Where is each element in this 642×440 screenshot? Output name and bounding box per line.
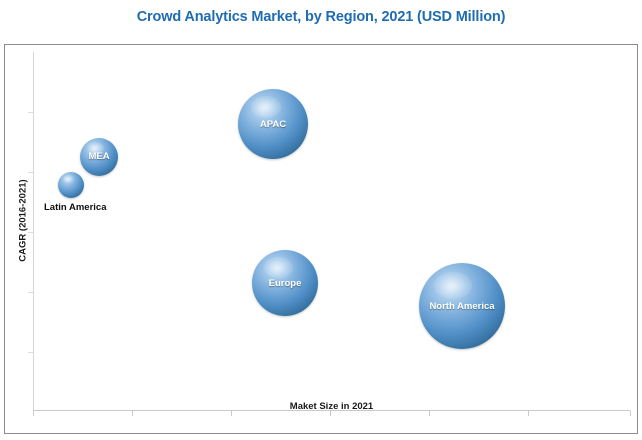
bubble-label-latin-america: Latin America [44,202,107,213]
bubble-latin-america[interactable] [58,172,84,198]
bubble-mea[interactable]: MEA [80,138,118,176]
x-axis-title: Maket Size in 2021 [289,401,374,412]
y-axis-tick [28,112,33,113]
y-axis-tick [28,172,33,173]
x-axis-tick [630,411,631,416]
x-axis-tick [33,411,34,416]
plot-area [33,52,630,411]
x-axis-tick [528,411,529,416]
bubble-label-apac: APAC [259,119,287,130]
x-axis-tick [429,411,430,416]
y-axis-tick [28,352,33,353]
bubble-label-europe: Europe [268,278,302,289]
bubble-north-america[interactable]: North America [419,263,505,349]
y-axis-tick [28,292,33,293]
chart-title: Crowd Analytics Market, by Region, 2021 … [136,9,506,25]
bubble-label-north-america: North America [429,301,495,312]
y-axis-tick [28,232,33,233]
x-axis-tick [330,411,331,416]
x-axis-tick [231,411,232,416]
bubble-apac[interactable]: APAC [238,89,308,159]
x-axis-tick [132,411,133,416]
bubble-label-mea: MEA [88,151,110,162]
y-axis-title: CAGR (2016-2021) [17,179,29,262]
bubble-europe[interactable]: Europe [252,250,318,316]
